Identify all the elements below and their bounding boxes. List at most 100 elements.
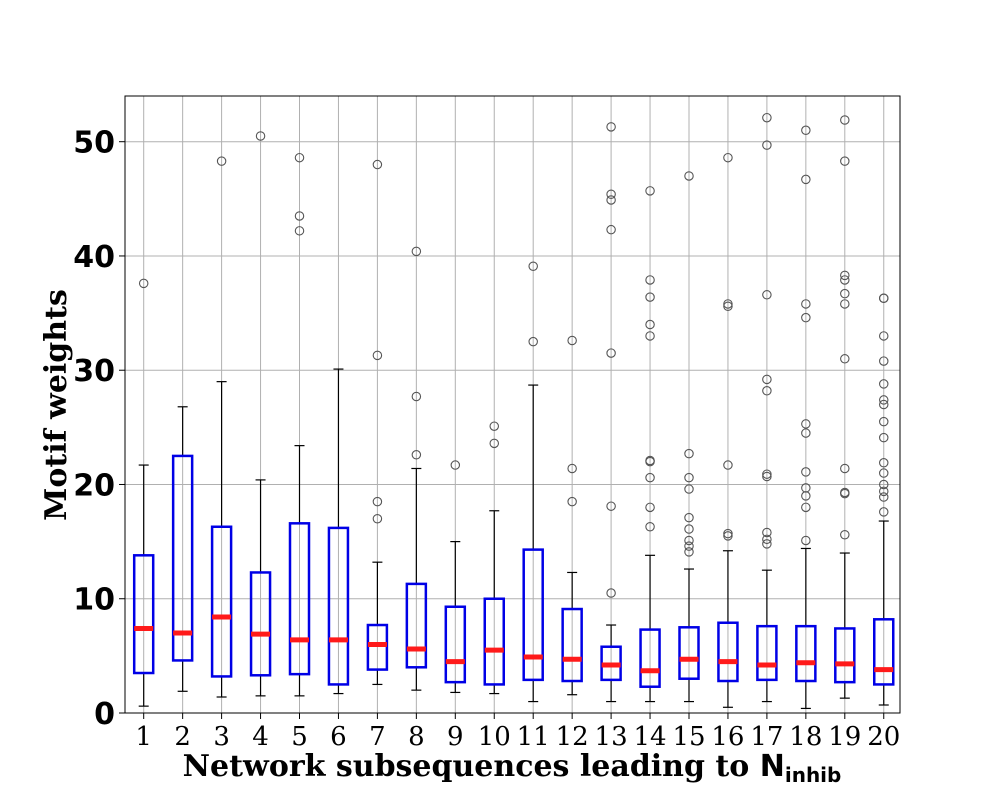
outlier-point bbox=[762, 374, 772, 385]
outlier-point bbox=[878, 468, 889, 478]
x-tick-label: 14 bbox=[634, 722, 667, 752]
x-tick-label: 17 bbox=[750, 722, 783, 752]
x-tick-label: 7 bbox=[369, 722, 386, 752]
iqr-box bbox=[210, 525, 233, 678]
outlier-point bbox=[723, 460, 733, 470]
outlier-point bbox=[723, 531, 733, 541]
outlier-point bbox=[801, 535, 811, 546]
outlier-point bbox=[762, 471, 772, 482]
iqr-box bbox=[639, 628, 661, 688]
outlier-point bbox=[801, 312, 811, 323]
iqr-box bbox=[132, 554, 155, 675]
outlier-point bbox=[294, 226, 305, 236]
outlier-point bbox=[567, 335, 577, 346]
outlier-point bbox=[606, 189, 616, 200]
iqr-box bbox=[834, 627, 856, 684]
iqr-box bbox=[678, 626, 700, 680]
x-tick-label: 15 bbox=[672, 722, 705, 752]
outlier-point bbox=[840, 487, 850, 498]
outlier-point bbox=[762, 534, 772, 545]
outlier-point bbox=[528, 336, 538, 347]
box-15 bbox=[678, 171, 700, 703]
outlier-point bbox=[878, 507, 889, 517]
outlier-point bbox=[878, 432, 889, 443]
outlier-point bbox=[840, 354, 850, 364]
outlier-point bbox=[645, 292, 655, 302]
outlier-point bbox=[645, 319, 655, 330]
boxes-group bbox=[132, 112, 895, 710]
outlier-point bbox=[372, 496, 383, 507]
outlier-point bbox=[411, 450, 422, 460]
outlier-point bbox=[684, 512, 694, 523]
outlier-point bbox=[645, 472, 655, 483]
x-tick-label: 6 bbox=[330, 722, 347, 752]
outlier-point bbox=[723, 528, 733, 539]
box-12 bbox=[561, 335, 583, 696]
y-axis-title: Motif weights bbox=[39, 289, 74, 521]
outlier-point bbox=[801, 174, 811, 185]
box-2 bbox=[171, 406, 194, 692]
outlier-point bbox=[645, 502, 655, 513]
outlier-point bbox=[372, 514, 383, 524]
outlier-point bbox=[606, 224, 616, 235]
outlier-point bbox=[878, 486, 889, 497]
outlier-point bbox=[878, 293, 889, 303]
outlier-point bbox=[606, 501, 616, 511]
outlier-point bbox=[840, 115, 850, 125]
outlier-point bbox=[645, 331, 655, 341]
x-tick-label: 13 bbox=[595, 722, 628, 752]
outlier-point bbox=[878, 458, 889, 468]
grid-lines bbox=[125, 96, 900, 714]
outlier-point bbox=[450, 460, 461, 470]
x-tick-label: 8 bbox=[408, 722, 425, 752]
plot-area-frame bbox=[124, 95, 901, 714]
y-tick-label: 0 bbox=[94, 697, 115, 732]
outlier-point bbox=[645, 522, 655, 532]
iqr-box bbox=[717, 621, 739, 683]
outlier-point bbox=[606, 195, 616, 205]
outlier-point bbox=[762, 469, 772, 479]
outlier-point bbox=[606, 588, 616, 598]
y-tick-label: 30 bbox=[73, 354, 115, 389]
outlier-point bbox=[684, 448, 694, 459]
outlier-point bbox=[645, 186, 655, 196]
outlier-point bbox=[801, 299, 811, 309]
outlier-point bbox=[762, 386, 772, 396]
outlier-point bbox=[840, 299, 850, 309]
box-14 bbox=[639, 186, 661, 703]
outlier-point bbox=[684, 524, 694, 534]
outlier-point bbox=[684, 472, 694, 483]
outlier-point bbox=[489, 438, 499, 449]
box-18 bbox=[795, 125, 817, 710]
iqr-box bbox=[483, 597, 505, 686]
outlier-point bbox=[840, 288, 850, 299]
outlier-point bbox=[801, 428, 811, 438]
outlier-point bbox=[606, 122, 616, 132]
x-tick-label: 10 bbox=[478, 722, 511, 752]
box-11 bbox=[522, 261, 544, 703]
x-tick-label: 11 bbox=[517, 722, 550, 752]
box-13 bbox=[600, 122, 622, 703]
box-17 bbox=[756, 112, 778, 703]
outlier-point bbox=[762, 140, 772, 150]
box-10 bbox=[483, 421, 505, 695]
iqr-box bbox=[249, 571, 272, 677]
x-tick-label: 3 bbox=[213, 722, 230, 752]
outlier-point bbox=[878, 416, 889, 427]
outlier-point bbox=[372, 350, 383, 361]
outlier-point bbox=[411, 391, 422, 402]
box-5 bbox=[288, 152, 311, 697]
x-tick-label: 16 bbox=[711, 722, 744, 752]
box-20 bbox=[873, 293, 895, 706]
outlier-point bbox=[216, 156, 227, 166]
outlier-point bbox=[723, 299, 733, 309]
y-tick-label: 20 bbox=[73, 468, 115, 503]
outlier-point bbox=[645, 275, 655, 285]
outlier-point bbox=[645, 455, 655, 466]
outlier-point bbox=[372, 159, 383, 170]
outlier-point bbox=[489, 421, 499, 431]
iqr-box bbox=[171, 454, 194, 662]
outlier-point bbox=[138, 278, 149, 289]
outlier-point bbox=[801, 483, 811, 493]
